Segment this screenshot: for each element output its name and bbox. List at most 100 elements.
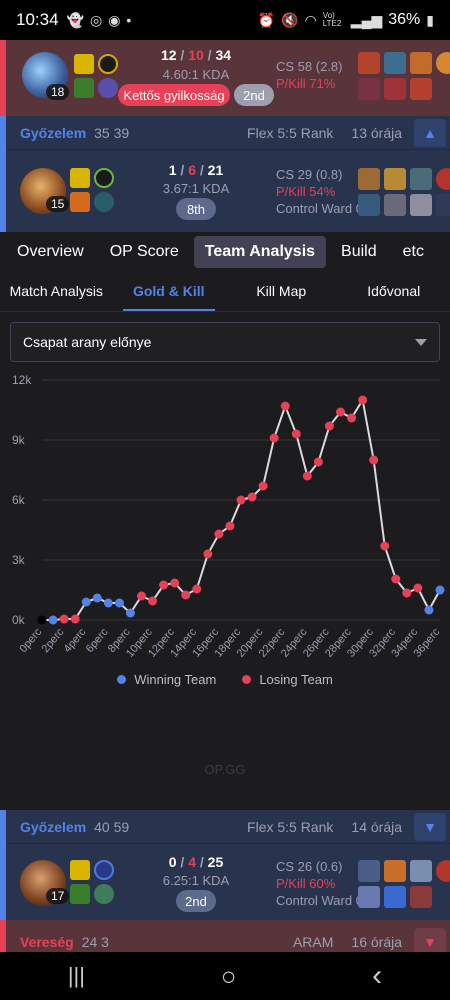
item-icon bbox=[410, 168, 432, 190]
trinket-icon bbox=[436, 860, 450, 882]
item-icon bbox=[358, 860, 380, 882]
battery-level: 36% bbox=[388, 11, 421, 28]
data-point bbox=[424, 605, 434, 615]
data-point bbox=[159, 580, 169, 590]
data-point bbox=[247, 492, 257, 502]
mute-icon: 🔇 bbox=[281, 11, 299, 28]
match-result: Győzelem bbox=[20, 818, 87, 835]
data-point bbox=[225, 521, 235, 531]
keystone-rune-icon bbox=[94, 168, 114, 188]
recents-icon[interactable]: ||| bbox=[67, 963, 85, 988]
kill-participation: P/Kill 60% bbox=[276, 876, 336, 891]
metric-dropdown[interactable]: Csapat arany előnye bbox=[10, 322, 440, 362]
home-icon[interactable]: ○ bbox=[220, 960, 237, 991]
ghost-spell-icon bbox=[70, 168, 90, 188]
network-label: Vo) LTE2 bbox=[322, 11, 342, 28]
queue-type: ARAM bbox=[292, 934, 334, 950]
data-point bbox=[391, 574, 401, 584]
primary-tabs: Overview OP Score Team Analysis Build et… bbox=[0, 232, 450, 272]
watermark: OP.GG bbox=[204, 762, 246, 777]
keystone-rune-icon bbox=[94, 860, 114, 880]
placement-badge: 2nd bbox=[234, 84, 274, 106]
tab-match-analysis[interactable]: Match Analysis bbox=[9, 283, 103, 299]
dot-icon: • bbox=[126, 12, 132, 28]
item-icon bbox=[410, 886, 432, 908]
cs-value: CS 26 (0.6) bbox=[276, 859, 343, 874]
multikill-badge: Kettős gyilkosság bbox=[118, 84, 230, 106]
match-header: Vereség 24 3 ARAM 16 órája ▼ bbox=[6, 920, 450, 952]
legend-label-winning: Winning Team bbox=[134, 672, 217, 687]
collapse-chevron-icon[interactable]: ▲ bbox=[414, 118, 446, 147]
item-icon bbox=[384, 168, 406, 190]
match-card-4[interactable]: Vereség 24 3 ARAM 16 órája ▼ bbox=[0, 920, 450, 952]
placement-badge: 8th bbox=[176, 198, 216, 220]
item-icon bbox=[358, 886, 380, 908]
trinket-icon bbox=[436, 52, 450, 74]
legend-item-losing: Losing Team bbox=[242, 672, 333, 687]
legend-item-winning: Winning Team bbox=[117, 672, 216, 687]
item-icon bbox=[410, 52, 432, 74]
tab-build[interactable]: Build bbox=[341, 243, 377, 260]
secondary-rune-icon bbox=[94, 192, 114, 212]
tab-kill-map[interactable]: Kill Map bbox=[256, 283, 307, 299]
data-point bbox=[48, 615, 58, 625]
ad-area: OP.GG bbox=[0, 704, 450, 810]
expand-chevron-icon[interactable]: ▼ bbox=[414, 928, 446, 952]
expand-chevron-icon[interactable]: ▼ bbox=[414, 812, 446, 841]
item-icon bbox=[384, 78, 406, 100]
placement-badge: 2nd bbox=[176, 890, 216, 912]
empty-item-slot bbox=[436, 194, 450, 216]
item-icon bbox=[384, 52, 406, 74]
kda-ratio: 3.67:1 KDA bbox=[162, 181, 230, 196]
match-result: Vereség bbox=[20, 934, 74, 950]
item-icon bbox=[358, 168, 380, 190]
time-ago: 16 órája bbox=[351, 934, 402, 950]
y-tick-label: 3k bbox=[12, 553, 26, 567]
item-build bbox=[358, 860, 450, 908]
data-point bbox=[269, 433, 279, 443]
tab-timeline[interactable]: Idővonal bbox=[367, 283, 421, 299]
tab-overview[interactable]: Overview bbox=[17, 243, 84, 260]
assists: 21 bbox=[207, 162, 224, 178]
data-point bbox=[380, 541, 390, 551]
status-bar: 10:34 👻 ◎ ◉ • ⏰ 🔇 ◠ Vo) LTE2 ▂▄▆ 36% ▮ bbox=[0, 0, 450, 40]
match-card-3[interactable]: Győzelem 40 59 Flex 5:5 Rank 14 órája ▼ … bbox=[0, 810, 450, 920]
item-build bbox=[358, 168, 450, 216]
tab-op-score[interactable]: OP Score bbox=[109, 243, 179, 260]
keystone-rune-icon bbox=[98, 54, 118, 74]
chart-legend: Winning Team Losing Team bbox=[0, 672, 450, 687]
data-point bbox=[435, 585, 445, 595]
system-nav-bar: ||| ○ ‹ bbox=[0, 952, 450, 1000]
gold-diff-line bbox=[42, 397, 441, 621]
data-point bbox=[114, 598, 124, 608]
data-point bbox=[148, 596, 158, 606]
tab-gold-kill[interactable]: Gold & Kill bbox=[113, 272, 226, 311]
team-score: 40 59 bbox=[94, 818, 130, 835]
data-point bbox=[170, 578, 180, 588]
gold-advantage-chart: 0k3k6k9k12k0perc2perc4perc6perc8perc10pe… bbox=[12, 373, 445, 660]
x-tick-label: 6perc bbox=[84, 626, 111, 655]
queue-type: Flex 5:5 Rank bbox=[247, 124, 334, 141]
y-tick-label: 9k bbox=[12, 433, 26, 447]
data-point bbox=[236, 495, 246, 505]
data-point bbox=[37, 615, 47, 625]
champion-level: 15 bbox=[46, 196, 70, 212]
cs-stats: CS 26 (0.6) P/Kill 60% Control Ward 0 bbox=[276, 858, 363, 909]
summoner-spell-icon bbox=[74, 78, 94, 98]
item-icon bbox=[358, 194, 380, 216]
secondary-rune-icon bbox=[94, 884, 114, 904]
item-icon bbox=[358, 52, 380, 74]
control-wards: Control Ward 0 bbox=[276, 201, 363, 216]
data-point bbox=[203, 549, 213, 559]
data-point bbox=[81, 597, 91, 607]
back-icon[interactable]: ‹ bbox=[372, 959, 383, 992]
tab-etc[interactable]: etc bbox=[402, 243, 424, 260]
tab-team-analysis[interactable]: Team Analysis bbox=[193, 236, 327, 268]
kills: 12 bbox=[160, 47, 177, 63]
match-card-2[interactable]: Győzelem 35 39 Flex 5:5 Rank 13 órája ▲ … bbox=[0, 116, 450, 232]
gold-kill-panel: Csapat arany előnye 0k 3k 6k 9k 12k 0perc 2per… bbox=[0, 312, 450, 704]
secondary-tabs: Match Analysis Gold & Kill Kill Map Időv… bbox=[0, 272, 450, 312]
cs-value: CS 58 (2.8) bbox=[276, 59, 343, 74]
y-tick-label: 6k bbox=[12, 493, 26, 507]
match-card-1[interactable]: 18 12 / 10 / 34 4.60:1 KDA Kettős gyilko… bbox=[0, 40, 450, 116]
